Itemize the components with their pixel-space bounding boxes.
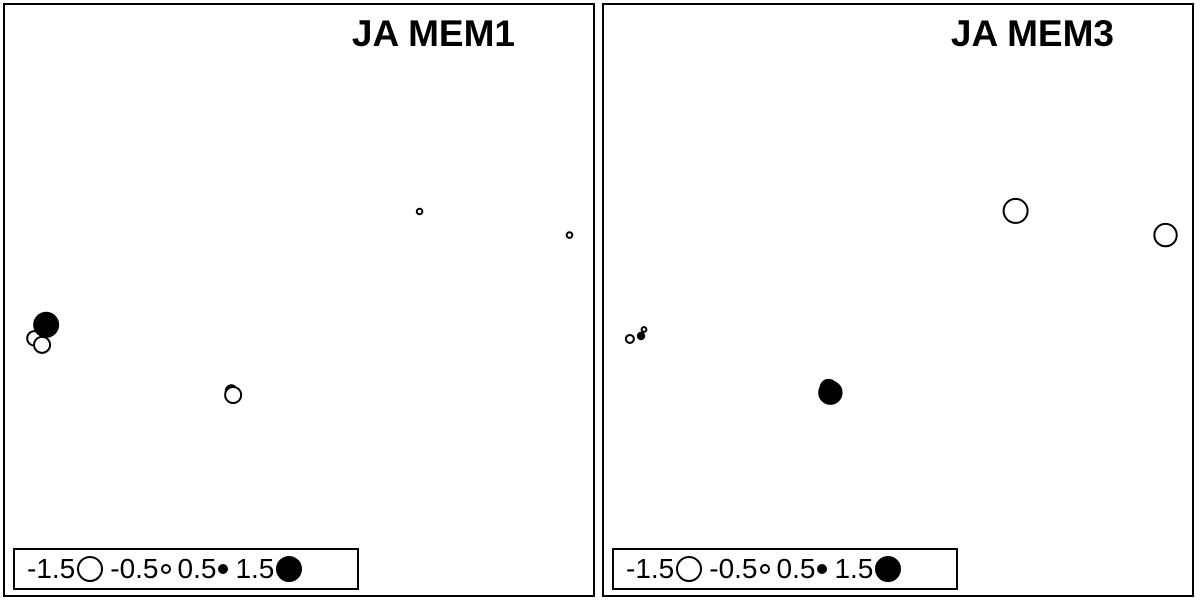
data-point [818,380,843,405]
legend-item: 0.5 [777,555,829,583]
legend-item: -0.5 [709,555,770,583]
plot-area [624,197,1178,405]
legend-marker [817,564,828,574]
chart-panel-ja-mem3: JA MEM3 -1.5 -0.5 0.5 1.5 [602,3,1194,597]
legend-marker [160,564,171,574]
legend-label: -0.5 [709,553,758,584]
data-point [640,326,648,333]
legend-item: 1.5 [834,555,902,583]
legend-label: 1.5 [834,553,874,584]
legend-marker [276,556,303,582]
data-point [33,335,52,354]
data-point [1002,197,1029,224]
legend-label: -0.5 [110,553,159,584]
legend-marker [218,564,229,574]
legend-marker [676,556,703,582]
legend-marker [77,556,104,582]
data-point [415,207,424,216]
chart-panel-ja-mem1: JA MEM1 -1.5 -0.5 0.5 1.5 [3,3,595,597]
legend-label: 0.5 [776,553,816,584]
legend-item: 1.5 [235,555,303,583]
data-point [33,311,60,338]
legend-item: 0.5 [178,555,230,583]
legend-marker [875,556,902,582]
legend-label: 1.5 [235,553,275,584]
chart-title: JA MEM3 [950,13,1114,54]
legend: -1.5 -0.5 0.5 1.5 [13,548,359,590]
legend-item: -0.5 [110,555,171,583]
chart-title: JA MEM1 [351,13,515,54]
plot-area [26,207,574,404]
legend-marker [759,564,770,574]
data-point [224,385,243,404]
legend: -1.5 -0.5 0.5 1.5 [612,548,958,590]
legend-label: -1.5 [27,553,76,584]
data-point [1153,222,1178,248]
legend-label: -1.5 [626,553,675,584]
legend-item: -1.5 [626,555,703,583]
legend-item: -1.5 [27,555,104,583]
legend-label: 0.5 [177,553,217,584]
data-point [636,331,646,341]
data-point [624,333,635,344]
data-point [565,231,574,239]
